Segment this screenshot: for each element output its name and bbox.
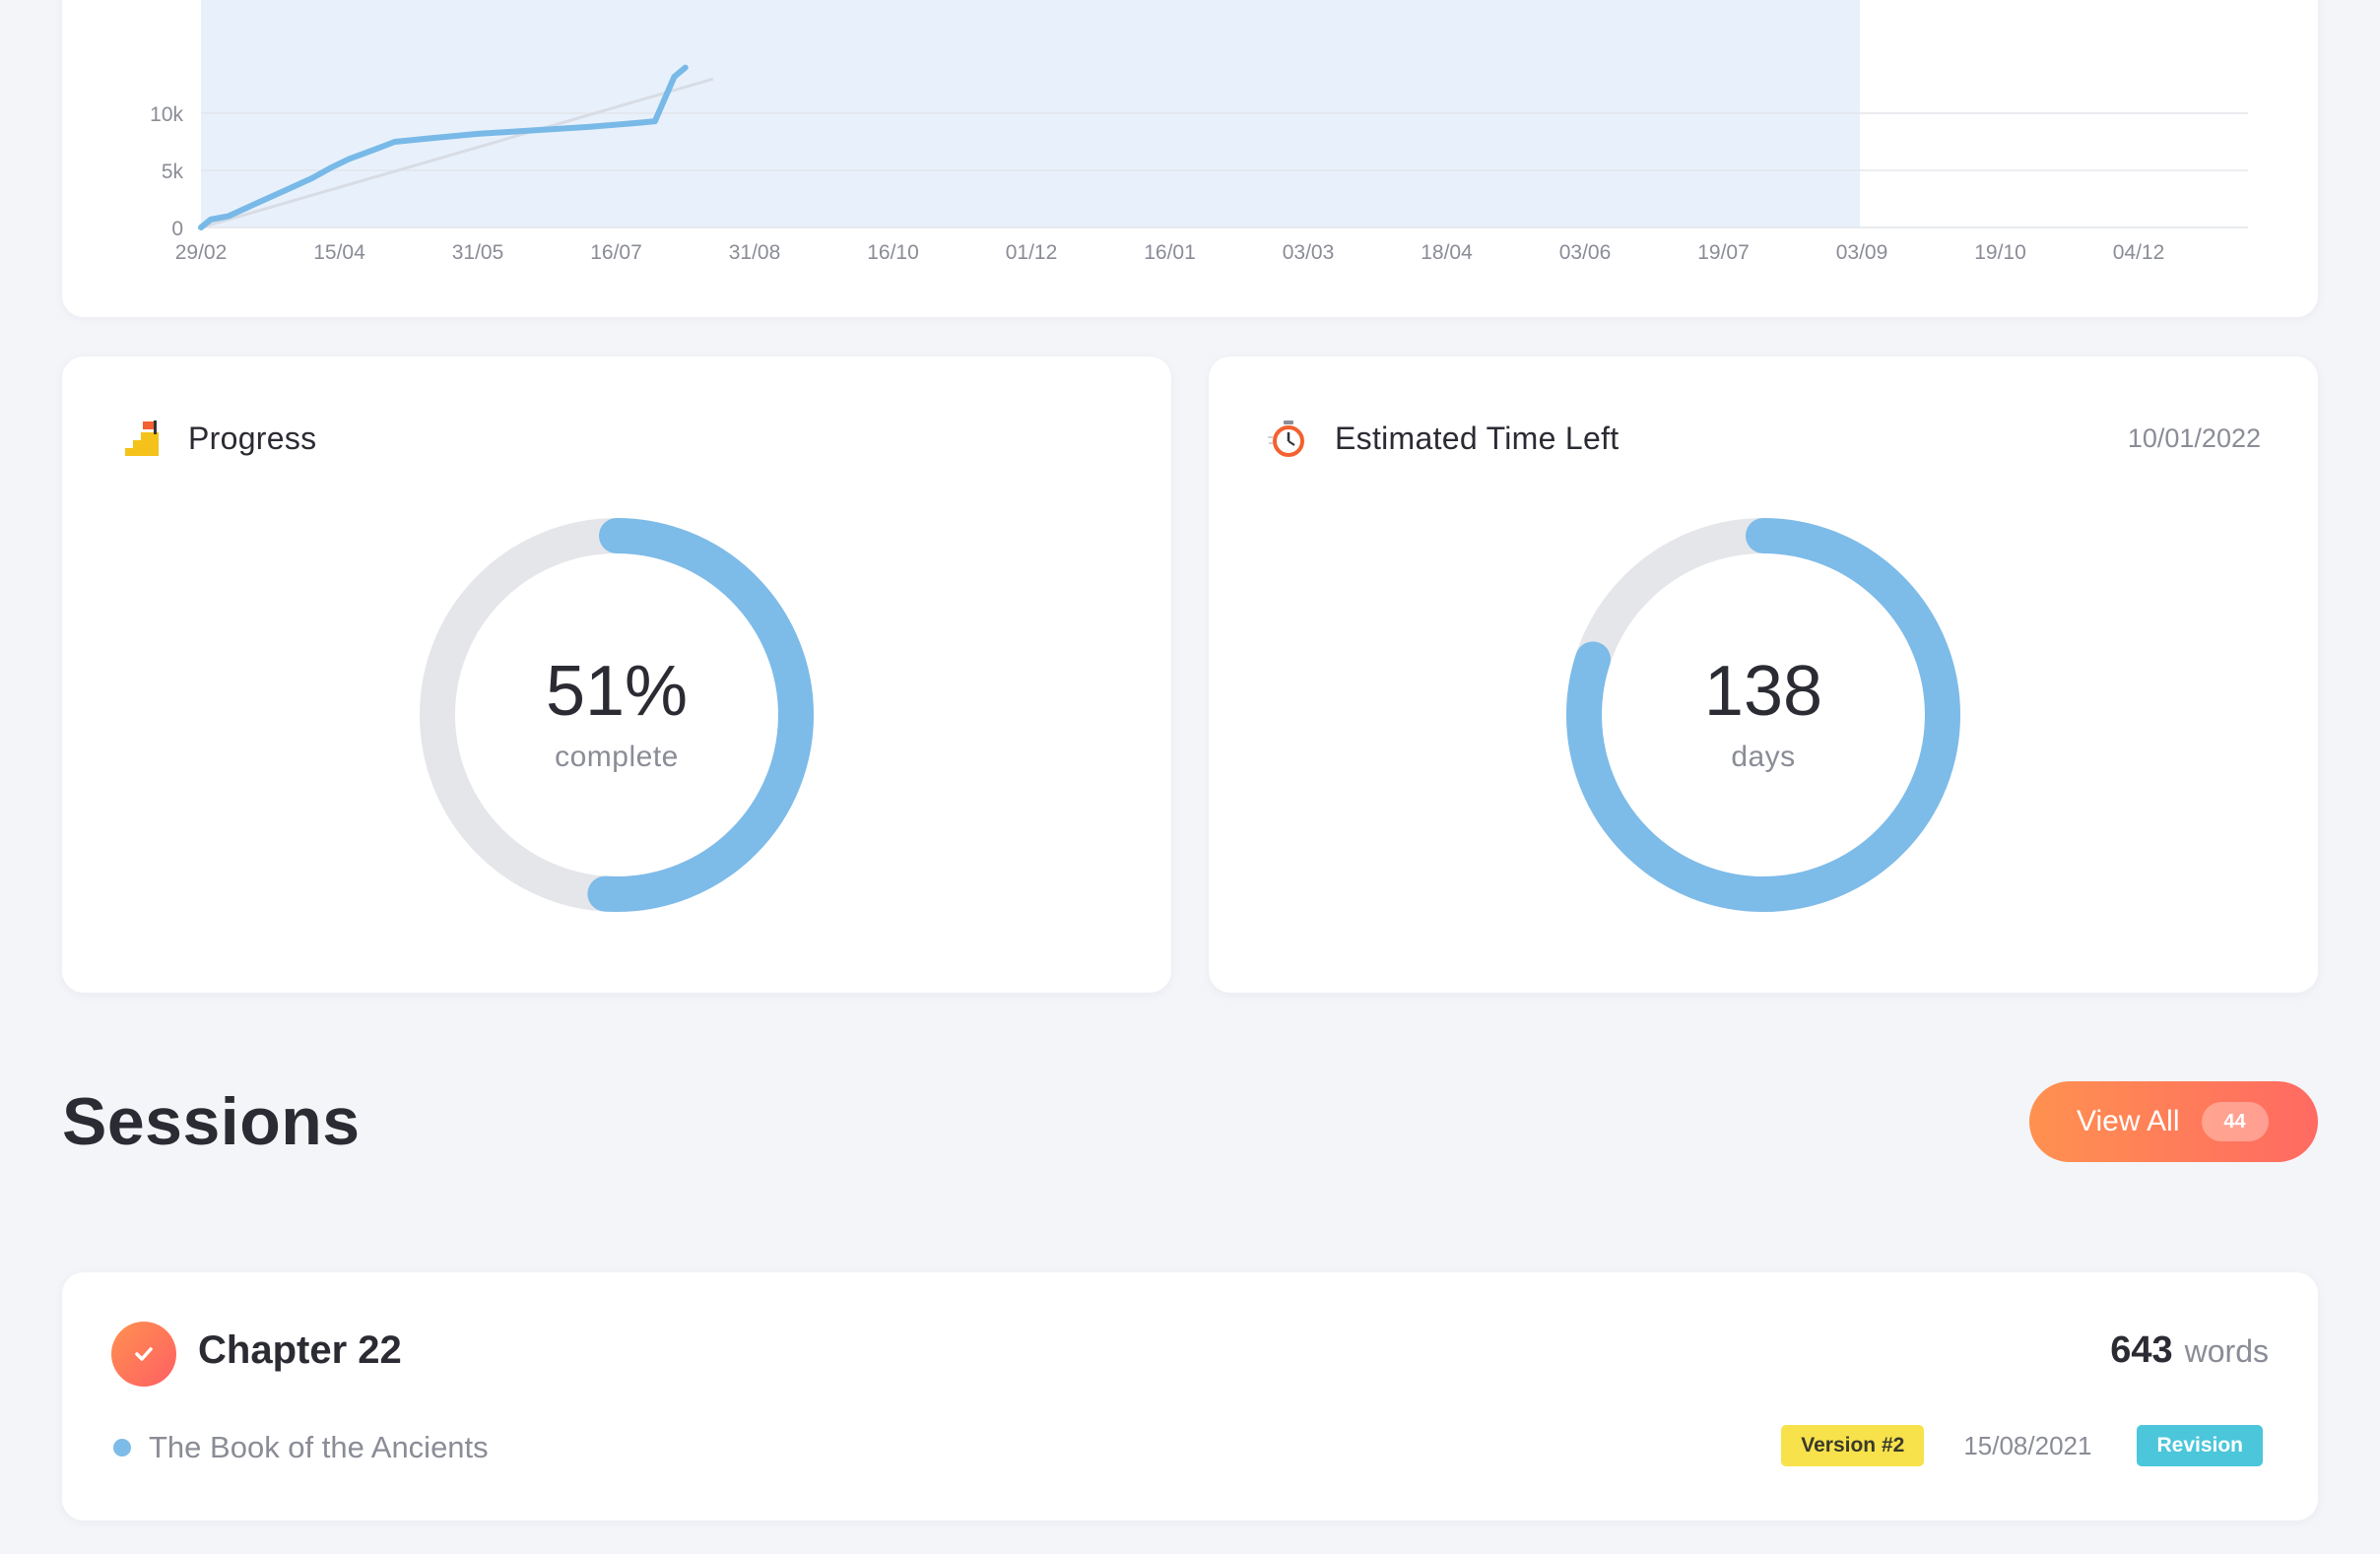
chart-y-tick-label: 5k [162, 161, 184, 183]
chart-series-line [198, 64, 689, 230]
time-left-card-header: Estimated Time Left 10/01/2022 [1266, 414, 2261, 463]
time-left-unit: days [1731, 741, 1796, 773]
chart-y-tick-label: 0 [171, 218, 183, 240]
session-date: 15/08/2021 [1963, 1430, 2092, 1460]
progress-ring: 51% complete [420, 518, 814, 912]
chart-x-tick-label: 03/06 [1559, 241, 1612, 264]
chart-x-tick-label: 01/12 [1006, 241, 1058, 264]
progress-card: Progress 51% complete [62, 356, 1171, 993]
progress-value: 51% [545, 652, 689, 731]
time-left-title: Estimated Time Left [1335, 420, 1620, 456]
stairs-flag-icon [119, 417, 163, 460]
session-word-count: 643 words [2110, 1329, 2269, 1372]
session-meta: Version #2 15/08/2021 Revision [1781, 1425, 2263, 1466]
session-book: The Book of the Ancients [113, 1430, 489, 1465]
chart-y-tick-label: 10k [150, 103, 183, 126]
chart-x-tick-label: 03/03 [1283, 241, 1335, 264]
progress-unit: complete [555, 741, 679, 773]
chart-x-tick-label: 19/07 [1697, 241, 1750, 264]
chart-x-tick-label: 15/04 [313, 241, 365, 264]
book-color-dot [113, 1439, 131, 1457]
time-left-ring: 138 days [1566, 518, 1960, 912]
chart-x-tick-label: 31/08 [729, 241, 781, 264]
chart-x-tick-label: 31/05 [452, 241, 504, 264]
chart-x-tick-label: 16/10 [867, 241, 919, 264]
chart-x-tick-label: 03/09 [1836, 241, 1888, 264]
sessions-heading: Sessions [62, 1084, 361, 1159]
session-card[interactable]: Chapter 22 643 words The Book of the Anc… [62, 1272, 2318, 1521]
chart-x-tick-label: 18/04 [1421, 241, 1473, 264]
time-left-value: 138 [1703, 652, 1823, 731]
progress-card-header: Progress [119, 414, 1114, 463]
chart-target-line [200, 77, 714, 229]
sessions-count-badge: 44 [2201, 1102, 2269, 1141]
chart-x-tick-label: 19/10 [1974, 241, 2026, 264]
view-all-sessions-button[interactable]: View All 44 [2029, 1081, 2318, 1162]
time-left-ring-arc [1566, 518, 1960, 912]
word-count-chart-card: 0 5k 10k 29/02 15/04 31/05 16/07 31/08 16/10 01/1… [62, 0, 2318, 317]
time-left-card: Estimated Time Left 10/01/2022 138 days [1209, 356, 2318, 993]
stopwatch-icon [1266, 417, 1309, 460]
version-badge: Version #2 [1781, 1425, 1925, 1466]
session-words-number: 643 [2110, 1329, 2173, 1371]
session-words-label: words [2184, 1333, 2269, 1369]
session-title: Chapter 22 [198, 1328, 402, 1372]
chart-x-tick-label: 29/02 [175, 241, 228, 264]
view-all-label: View All [2077, 1105, 2180, 1137]
session-type-badge: Revision [2137, 1425, 2263, 1466]
word-count-chart: 0 5k 10k 29/02 15/04 31/05 16/07 31/08 16/10 01/1… [150, 0, 2248, 264]
chart-x-tick-label: 04/12 [2113, 241, 2165, 264]
progress-ring-arc [420, 518, 814, 912]
chart-x-tick-label: 16/01 [1144, 241, 1196, 264]
session-book-name: The Book of the Ancients [149, 1430, 489, 1464]
chart-x-tick-label: 16/07 [590, 241, 642, 264]
progress-title: Progress [188, 420, 317, 456]
check-icon [111, 1322, 176, 1387]
time-left-date: 10/01/2022 [2127, 422, 2261, 453]
